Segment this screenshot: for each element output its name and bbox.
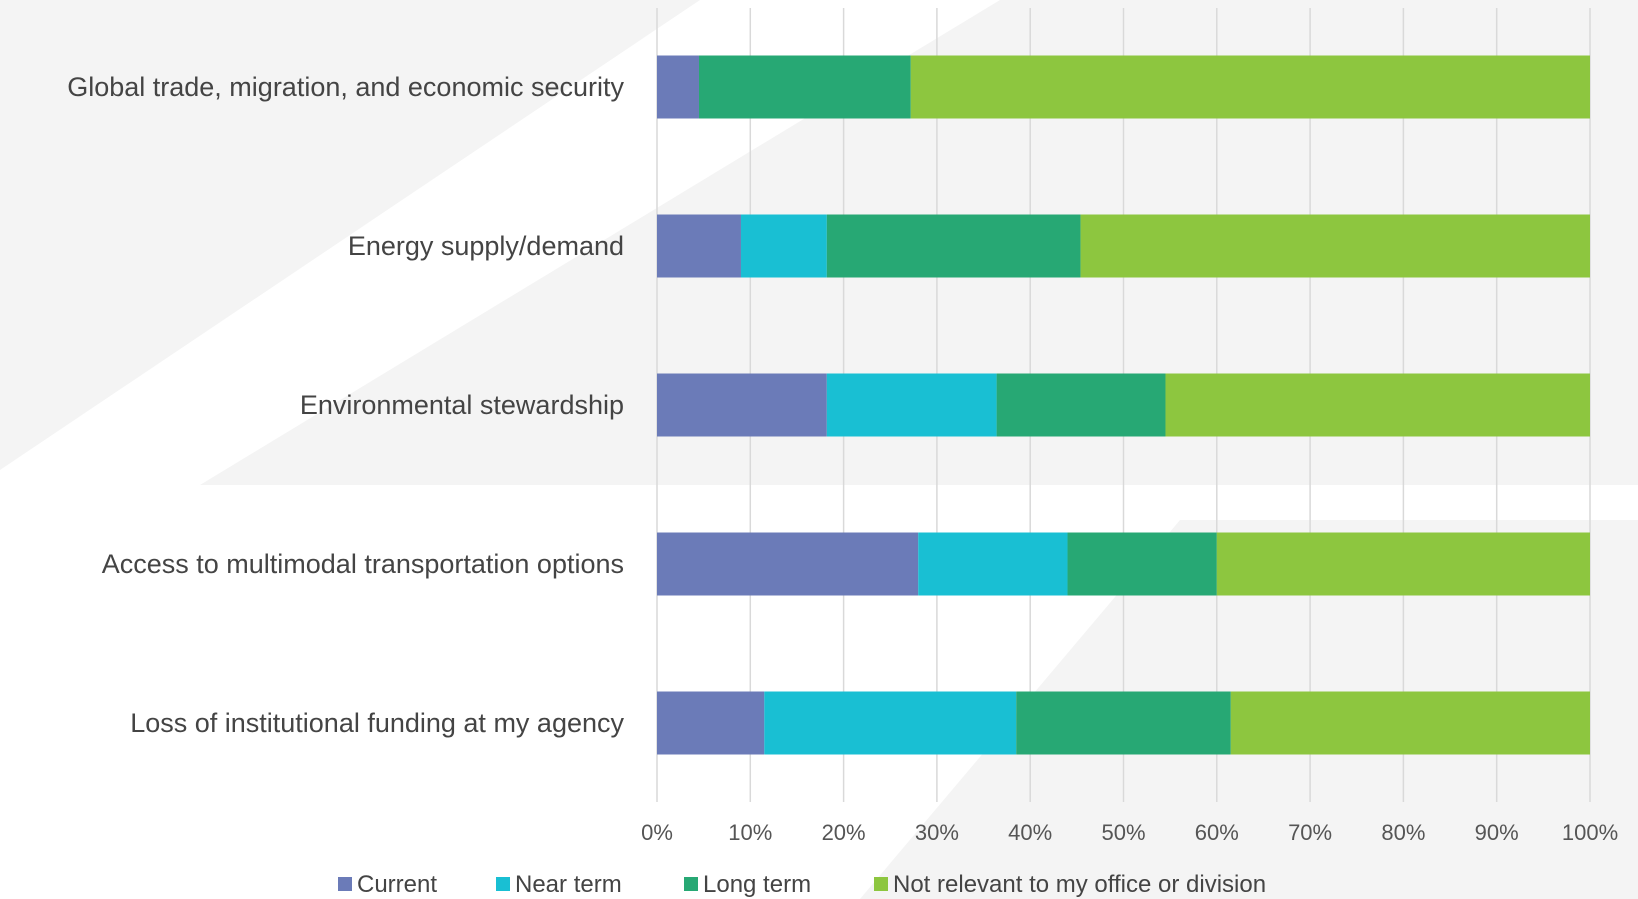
legend-swatch: [496, 877, 510, 891]
bar-segment: [764, 691, 1017, 755]
bar-segment: [698, 55, 911, 119]
category-label: Energy supply/demand: [348, 231, 624, 261]
bar-segment: [1016, 691, 1231, 755]
bar-segment: [657, 373, 827, 437]
bar-segment: [826, 214, 1081, 278]
x-tick-label: 100%: [1562, 820, 1618, 845]
bar-segment: [918, 532, 1068, 596]
x-tick-label: 80%: [1381, 820, 1425, 845]
x-tick-label: 0%: [641, 820, 673, 845]
bar-segment: [657, 532, 919, 596]
x-axis-tick-labels: 0% 10% 20% 30% 40% 50% 60% 70% 80% 90% 100%: [641, 820, 1618, 845]
bar-segment: [1067, 532, 1217, 596]
bar-segment: [996, 373, 1166, 437]
legend-label: Current: [357, 871, 437, 898]
x-tick-label: 30%: [915, 820, 959, 845]
x-tick-label: 20%: [822, 820, 866, 845]
category-label: Global trade, migration, and economic se…: [67, 72, 624, 102]
x-tick-label: 90%: [1475, 820, 1519, 845]
x-tick-label: 60%: [1195, 820, 1239, 845]
category-label: Loss of institutional funding at my agen…: [130, 708, 624, 738]
bar-segment: [826, 373, 997, 437]
bar-segment: [1165, 373, 1590, 437]
bar-segment: [1230, 691, 1590, 755]
x-tick-label: 40%: [1008, 820, 1052, 845]
bar-segment: [1216, 532, 1590, 596]
legend: Current Near term Long term Not relevant to…: [338, 871, 1266, 898]
bar-segment: [657, 55, 699, 119]
legend-label: Not relevant to my office or division: [893, 871, 1266, 898]
bar-segment: [910, 55, 1590, 119]
x-tick-label: 70%: [1288, 820, 1332, 845]
bars: [657, 55, 1590, 755]
bar-segment: [657, 691, 765, 755]
category-label: Environmental stewardship: [300, 390, 624, 420]
bar-segment: [657, 214, 741, 278]
bar-segment: [740, 214, 827, 278]
legend-label: Long term: [703, 871, 811, 898]
category-label: Access to multimodal transportation opti…: [102, 549, 624, 579]
category-labels: Global trade, migration, and economic se…: [67, 72, 624, 738]
legend-swatch: [684, 877, 698, 891]
legend-swatch: [338, 877, 352, 891]
bar-segment: [1080, 214, 1590, 278]
legend-label: Near term: [515, 871, 622, 898]
x-tick-label: 10%: [728, 820, 772, 845]
x-tick-label: 50%: [1101, 820, 1145, 845]
legend-swatch: [874, 877, 888, 891]
